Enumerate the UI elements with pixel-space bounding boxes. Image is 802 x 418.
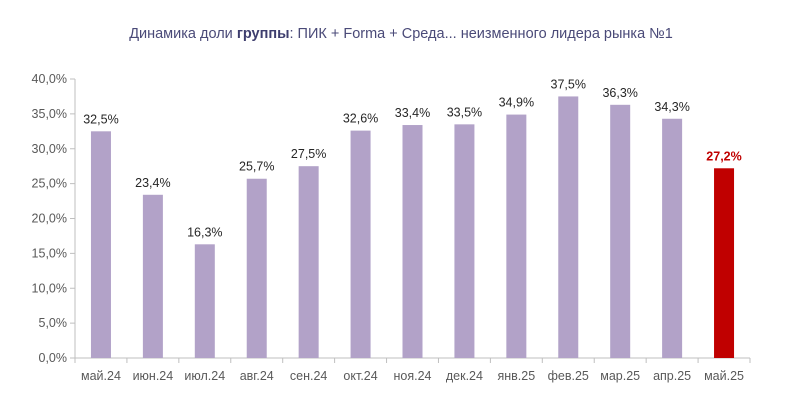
bar <box>298 166 319 358</box>
bar <box>350 130 371 358</box>
data-label: 33,4% <box>395 106 430 120</box>
x-tick-label: июн.24 <box>133 369 174 383</box>
data-label: 27,2% <box>706 149 741 163</box>
data-label: 32,5% <box>83 112 118 126</box>
x-tick-label: дек.24 <box>446 369 483 383</box>
x-tick-label: окт.24 <box>343 369 377 383</box>
data-label: 37,5% <box>551 77 586 91</box>
y-tick-label: 35,0% <box>32 107 67 121</box>
chart-title: Динамика доли группы: ПИК + Forma + Сред… <box>0 26 802 42</box>
x-tick-label: мар.25 <box>600 369 640 383</box>
y-tick-label: 25,0% <box>32 177 67 191</box>
x-tick-label: июл.24 <box>184 369 225 383</box>
data-label: 32,6% <box>343 112 378 126</box>
data-label: 36,3% <box>602 86 637 100</box>
x-tick-label: сен.24 <box>290 369 328 383</box>
bar <box>194 244 215 358</box>
x-tick-label: май.24 <box>81 369 121 383</box>
bar <box>142 194 163 358</box>
bar <box>714 168 735 358</box>
data-label: 34,9% <box>499 96 534 110</box>
x-tick-label: фев.25 <box>548 369 589 383</box>
bar <box>662 118 683 358</box>
bar <box>90 131 111 358</box>
data-label: 25,7% <box>239 160 274 174</box>
x-tick-label: ноя.24 <box>393 369 431 383</box>
chart-title-suffix: : ПИК + Forma + Среда... неизменного лид… <box>289 26 673 42</box>
x-tick-label: авг.24 <box>240 369 274 383</box>
y-tick-label: 0,0% <box>39 351 68 365</box>
bar <box>610 104 631 359</box>
data-label: 33,5% <box>447 105 482 119</box>
data-label: 34,3% <box>654 100 689 114</box>
y-tick-label: 40,0% <box>32 72 67 86</box>
y-tick-label: 10,0% <box>32 281 67 295</box>
bar <box>402 125 423 358</box>
data-label: 16,3% <box>187 225 222 239</box>
y-tick-label: 20,0% <box>32 212 67 226</box>
data-label: 27,5% <box>291 147 326 161</box>
data-label: 23,4% <box>135 176 170 190</box>
x-tick-label: апр.25 <box>653 369 691 383</box>
chart-title-bold: группы <box>236 26 290 42</box>
bar <box>506 114 527 358</box>
bar <box>454 124 475 359</box>
y-tick-label: 15,0% <box>32 246 67 260</box>
chart-title-prefix: Динамика доли <box>129 26 237 42</box>
x-tick-label: май.25 <box>704 369 744 383</box>
y-tick-label: 5,0% <box>39 316 68 330</box>
x-tick-label: янв.25 <box>497 369 535 383</box>
bar <box>558 96 579 358</box>
y-tick-label: 30,0% <box>32 142 67 156</box>
bar <box>246 178 267 358</box>
